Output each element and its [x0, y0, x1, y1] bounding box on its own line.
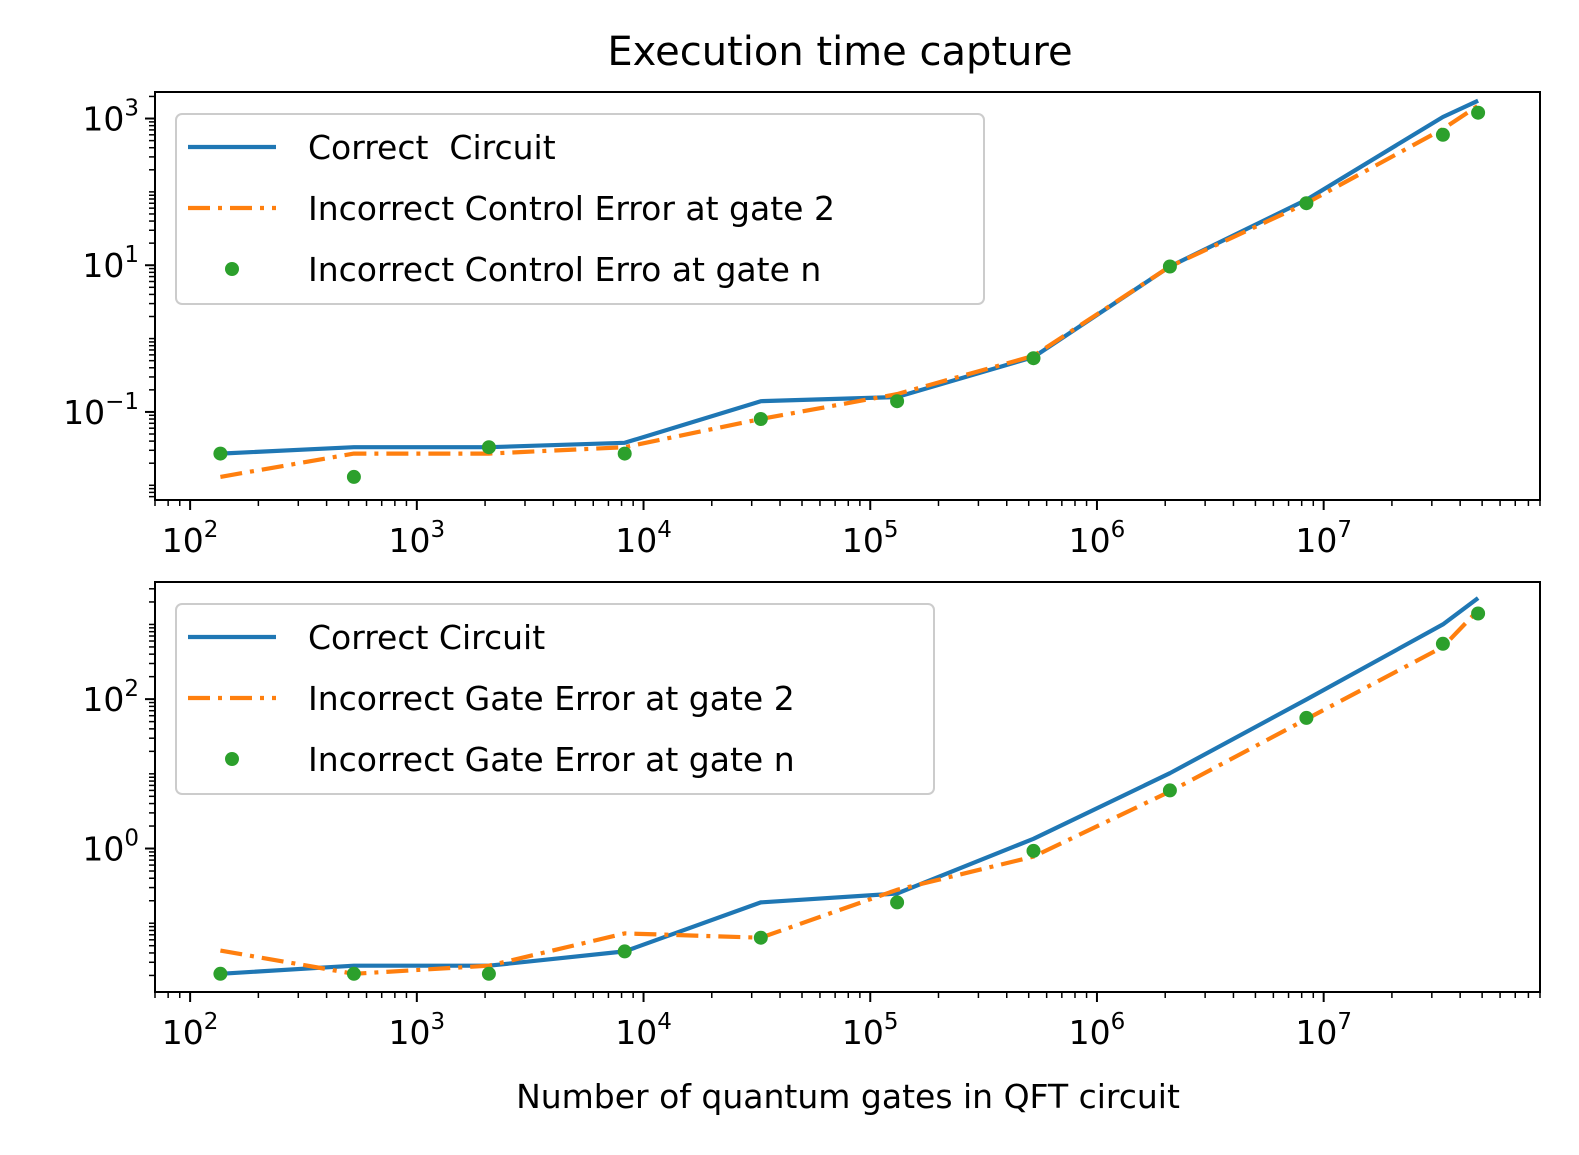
x-tick-label-2: 103: [389, 517, 446, 560]
legend-marker-3: [225, 262, 239, 276]
axes-frame: [154, 581, 1541, 993]
x-tick-label-2: 103: [389, 1009, 446, 1052]
series-3-point-2: [346, 469, 361, 484]
series-3-point-5: [753, 412, 768, 426]
series-3-point-7: [1026, 843, 1041, 858]
y-tick-label-2: 101: [82, 242, 139, 285]
series-3-point-11: [1471, 606, 1486, 621]
bottom-panel: 102 103 104 105 106 107 100 102 Correct Circuit I…: [82, 581, 1541, 1052]
series-line-2: [220, 103, 1480, 479]
legend-label-3: Incorrect Control Erro at gate n: [308, 250, 821, 289]
series-3-point-9: [1299, 710, 1314, 725]
x-tick-label-5: 106: [1069, 517, 1126, 560]
series-3-point-10: [1435, 127, 1450, 142]
series-line-1: [220, 596, 1480, 976]
y-tick-label-2: 102: [82, 676, 139, 719]
legend-label-2: Incorrect Control Error at gate 2: [308, 189, 835, 228]
x-tick-label-1: 102: [162, 517, 219, 560]
x-tick-label-4: 105: [842, 517, 899, 560]
y-tick-label-1: 10−1: [63, 389, 139, 432]
x-tick-label-5: 106: [1069, 1009, 1126, 1052]
series-line-2: [220, 608, 1480, 976]
y-tick-label-1: 100: [82, 826, 139, 869]
x-axis-label: Number of quantum gates in QFT circuit: [516, 1077, 1180, 1116]
legend-label-1: Correct Circuit: [308, 618, 545, 657]
legend-label-1: Correct Circuit: [308, 128, 556, 167]
x-tick-label-3: 104: [615, 1009, 672, 1052]
series-3-point-8: [1162, 259, 1177, 274]
legend-label-3: Incorrect Gate Error at gate n: [308, 740, 795, 779]
legend-label-2: Incorrect Gate Error at gate 2: [308, 679, 795, 718]
chart-title: Execution time capture: [607, 29, 1072, 75]
series-3-point-1: [213, 966, 228, 981]
series-3-point-10: [1435, 636, 1450, 651]
y-tick-label-3: 103: [82, 96, 139, 139]
series-3-point-3: [481, 966, 496, 981]
series-3-point-1: [213, 446, 228, 461]
legend-box: [175, 603, 935, 795]
x-tick-label-4: 105: [842, 1009, 899, 1052]
series-3-point-8: [1162, 783, 1177, 798]
series-3-point-7: [1026, 351, 1041, 366]
series-3-point-4: [617, 944, 632, 959]
series-3-point-9: [1299, 196, 1314, 211]
series-3-point-4: [617, 446, 632, 461]
series-3-point-11: [1471, 105, 1486, 120]
top-panel: 102 103 104 105 106 107 10−1 101 103 Correct Circ…: [63, 91, 1541, 560]
x-tick-label-3: 104: [615, 517, 672, 560]
legend: Correct Circuit Incorrect Control Error a…: [175, 113, 985, 305]
x-tick-label-1: 102: [162, 1009, 219, 1052]
series-3-point-6: [890, 895, 905, 910]
series-3-point-6: [890, 394, 905, 409]
series-3-point-3: [481, 440, 496, 455]
series-3-point-2: [346, 966, 361, 981]
series-3-point-5: [753, 930, 768, 945]
axes-frame: [154, 91, 1541, 501]
x-tick-label-6: 107: [1295, 517, 1352, 560]
legend-marker-3: [225, 752, 239, 766]
legend: Correct Circuit Incorrect Gate Error at g…: [175, 603, 935, 795]
x-tick-label-6: 107: [1295, 1009, 1352, 1052]
legend-box: [175, 113, 985, 305]
